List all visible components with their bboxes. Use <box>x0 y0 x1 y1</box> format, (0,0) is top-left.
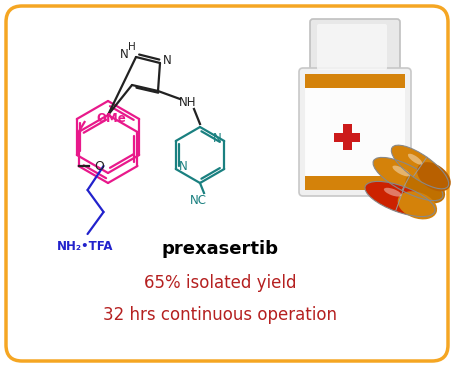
Text: prexasertib: prexasertib <box>162 240 278 258</box>
Text: 32 hrs continuous operation: 32 hrs continuous operation <box>103 306 337 324</box>
Text: 65% isolated yield: 65% isolated yield <box>144 274 296 292</box>
Bar <box>334 132 360 142</box>
FancyBboxPatch shape <box>6 6 448 361</box>
Text: H: H <box>128 42 136 52</box>
Ellipse shape <box>365 181 435 217</box>
Text: O: O <box>94 160 104 172</box>
Text: N: N <box>213 132 222 145</box>
FancyBboxPatch shape <box>310 19 400 75</box>
Text: N: N <box>119 48 128 62</box>
Text: NC: NC <box>189 195 207 207</box>
Text: OMe: OMe <box>97 112 126 124</box>
Ellipse shape <box>384 188 401 197</box>
Ellipse shape <box>405 173 445 203</box>
FancyBboxPatch shape <box>317 24 387 70</box>
FancyBboxPatch shape <box>306 75 330 189</box>
FancyBboxPatch shape <box>299 68 411 196</box>
Bar <box>305 176 405 190</box>
Ellipse shape <box>392 166 410 177</box>
Bar <box>342 124 351 150</box>
Text: N: N <box>178 160 187 174</box>
Ellipse shape <box>408 154 422 165</box>
Ellipse shape <box>391 145 449 189</box>
Ellipse shape <box>417 162 451 191</box>
Bar <box>305 88 405 176</box>
Ellipse shape <box>398 191 437 219</box>
Text: NH₂•TFA: NH₂•TFA <box>57 240 114 254</box>
Bar <box>305 74 405 88</box>
Text: NH: NH <box>179 97 197 109</box>
Text: N: N <box>163 55 171 68</box>
Ellipse shape <box>373 157 443 201</box>
